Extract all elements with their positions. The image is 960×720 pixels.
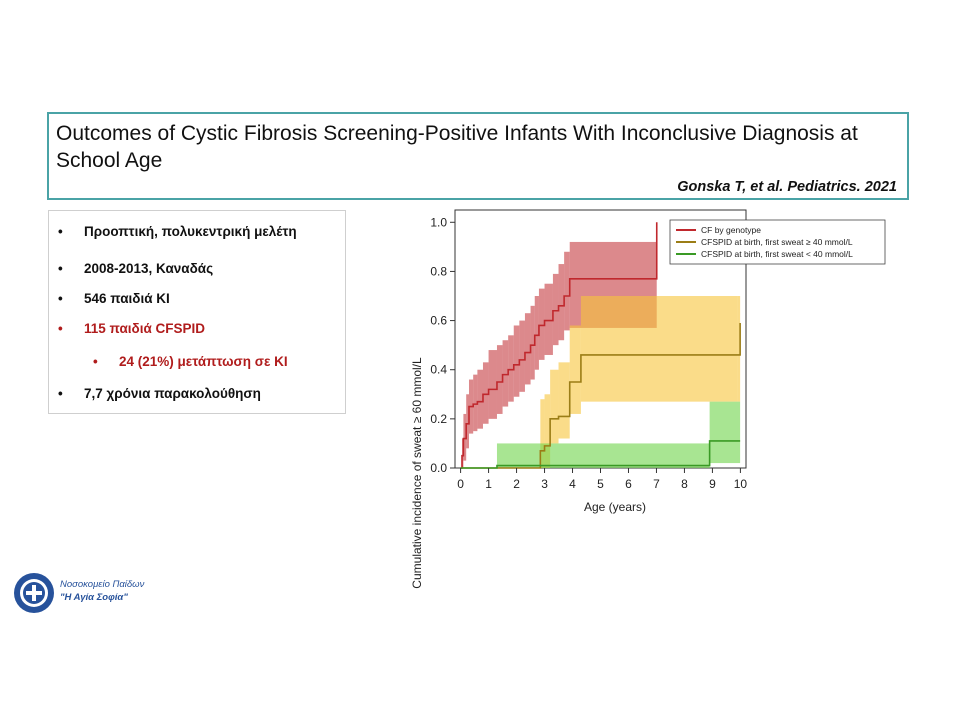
ci-band-series-1 xyxy=(552,273,559,346)
x-tick-label: 2 xyxy=(513,477,520,491)
bullet-text: Προοπτική, πολυκεντρική μελέτη xyxy=(84,224,297,239)
step-line-series-1 xyxy=(460,222,658,469)
legend-entry: CF by genotype xyxy=(701,225,761,235)
bullet-text: 24 (21%) μετάπτωση σε ΚΙ xyxy=(119,354,288,369)
ci-band-series-1 xyxy=(524,313,531,385)
y-axis-label: Cumulative incidence of sweat ≥ 60 mmol/… xyxy=(410,357,424,589)
x-tick-label: 10 xyxy=(734,477,748,491)
x-tick-label: 1 xyxy=(485,477,492,491)
ci-band-series-1 xyxy=(530,305,535,380)
legend-box xyxy=(669,219,886,265)
ci-band-series-1 xyxy=(477,369,483,429)
hospital-logo: Νοσοκομείο Παίδων "Η Αγία Σοφία" xyxy=(12,570,162,618)
ci-band-series-1 xyxy=(534,296,539,370)
y-tick-label: 0.8 xyxy=(430,264,447,278)
ci-band-series-1 xyxy=(466,394,469,449)
ci-band-series-2 xyxy=(550,369,559,444)
step-line-series-2 xyxy=(460,323,741,469)
ci-band-series-2 xyxy=(544,394,551,468)
ci-band-series-1 xyxy=(488,350,497,419)
hospital-emblem-icon xyxy=(14,573,54,613)
ci-band-series-1 xyxy=(482,362,489,424)
x-tick-label: 8 xyxy=(681,477,688,491)
y-tick-label: 0.0 xyxy=(430,461,447,475)
x-tick-label: 5 xyxy=(597,477,604,491)
bullet-item: • 546 παιδιά ΚΙ xyxy=(58,291,170,306)
y-tick-label: 1.0 xyxy=(430,215,447,229)
ci-band-series-1 xyxy=(538,288,545,360)
bullet-icon: • xyxy=(58,261,63,276)
x-tick-label: 0 xyxy=(457,477,464,491)
ci-band-series-2 xyxy=(580,296,738,402)
bullet-item: • 7,7 χρόνια παρακολούθηση xyxy=(58,386,261,401)
y-tick-label: 0.2 xyxy=(430,412,447,426)
bullet-list: • Προοπτική, πολυκεντρική μελέτη • 2008-… xyxy=(48,210,346,414)
ci-band-series-1 xyxy=(564,251,570,331)
x-tick-label: 3 xyxy=(541,477,548,491)
ci-band-series-2 xyxy=(737,296,741,402)
ci-band-series-1 xyxy=(513,325,520,397)
ci-band-series-1 xyxy=(508,335,514,402)
title-box: Outcomes of Cystic Fibrosis Screening-Po… xyxy=(47,112,909,200)
citation: Gonska T, et al. Pediatrics. 2021 xyxy=(677,179,897,195)
bullet-item: • 2008-2013, Καναδάς xyxy=(58,261,214,276)
x-tick-label: 6 xyxy=(625,477,632,491)
bullet-item: • 24 (21%) μετάπτωση σε ΚΙ xyxy=(93,354,288,369)
legend-entry: CFSPID at birth, first sweat < 40 mmol/L xyxy=(701,249,853,259)
bullet-icon: • xyxy=(58,224,63,239)
ci-band-series-1 xyxy=(558,264,565,341)
bullet-icon: • xyxy=(58,291,63,306)
cumulative-incidence-chart: 0 1 2 3 4 5 6 7 8 9 10 0.0 0.2 0.4 0.6 0.8 1.0 CF by geno… xyxy=(400,200,890,589)
legend-entry: CFSPID at birth, first sweat ≥ 40 mmol/L xyxy=(701,237,853,247)
chart-canvas: 0 1 2 3 4 5 6 7 8 9 10 0.0 0.2 0.4 0.6 0.8 1.0 CF by geno… xyxy=(430,209,886,491)
ci-band-series-2 xyxy=(558,362,570,439)
ci-band-series-3 xyxy=(496,443,710,468)
x-tick-label: 4 xyxy=(569,477,576,491)
ci-band-series-1 xyxy=(473,374,478,432)
ci-band-series-1 xyxy=(463,413,467,461)
bullet-icon: • xyxy=(58,321,63,336)
x-tick-label: 9 xyxy=(709,477,716,491)
ci-band-series-1 xyxy=(544,283,553,355)
x-tick-label: 7 xyxy=(653,477,660,491)
bullet-icon: • xyxy=(93,354,98,369)
ci-band-series-1 xyxy=(519,320,525,392)
ci-band-series-1 xyxy=(496,345,503,414)
x-axis-label: Age (years) xyxy=(583,500,647,514)
ci-band-series-2 xyxy=(540,399,545,468)
bullet-text: 546 παιδιά ΚΙ xyxy=(84,291,170,306)
bullet-text: 7,7 χρόνια παρακολούθηση xyxy=(84,386,261,401)
bullet-item: • 115 παιδιά CFSPID xyxy=(58,321,206,336)
y-tick-label: 0.6 xyxy=(430,314,447,328)
slide-title: Outcomes of Cystic Fibrosis Screening-Po… xyxy=(56,122,858,172)
bullet-text: 2008-2013, Καναδάς xyxy=(84,261,214,276)
y-tick-label: 0.4 xyxy=(430,363,447,377)
ci-band-series-1 xyxy=(502,340,509,407)
bullet-icon: • xyxy=(58,386,63,401)
step-line-series-3 xyxy=(460,440,741,469)
logo-line-2: "Η Αγία Σοφία" xyxy=(60,592,128,603)
ci-band-series-2 xyxy=(569,325,581,414)
ci-band-series-3 xyxy=(709,401,741,464)
bullet-item: • Προοπτική, πολυκεντρική μελέτη xyxy=(58,224,297,239)
bullet-text: 115 παιδιά CFSPID xyxy=(84,321,206,336)
logo-line-1: Νοσοκομείο Παίδων xyxy=(60,579,145,590)
